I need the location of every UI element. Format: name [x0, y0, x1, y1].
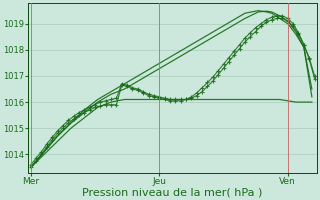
X-axis label: Pression niveau de la mer( hPa ): Pression niveau de la mer( hPa ): [83, 187, 263, 197]
